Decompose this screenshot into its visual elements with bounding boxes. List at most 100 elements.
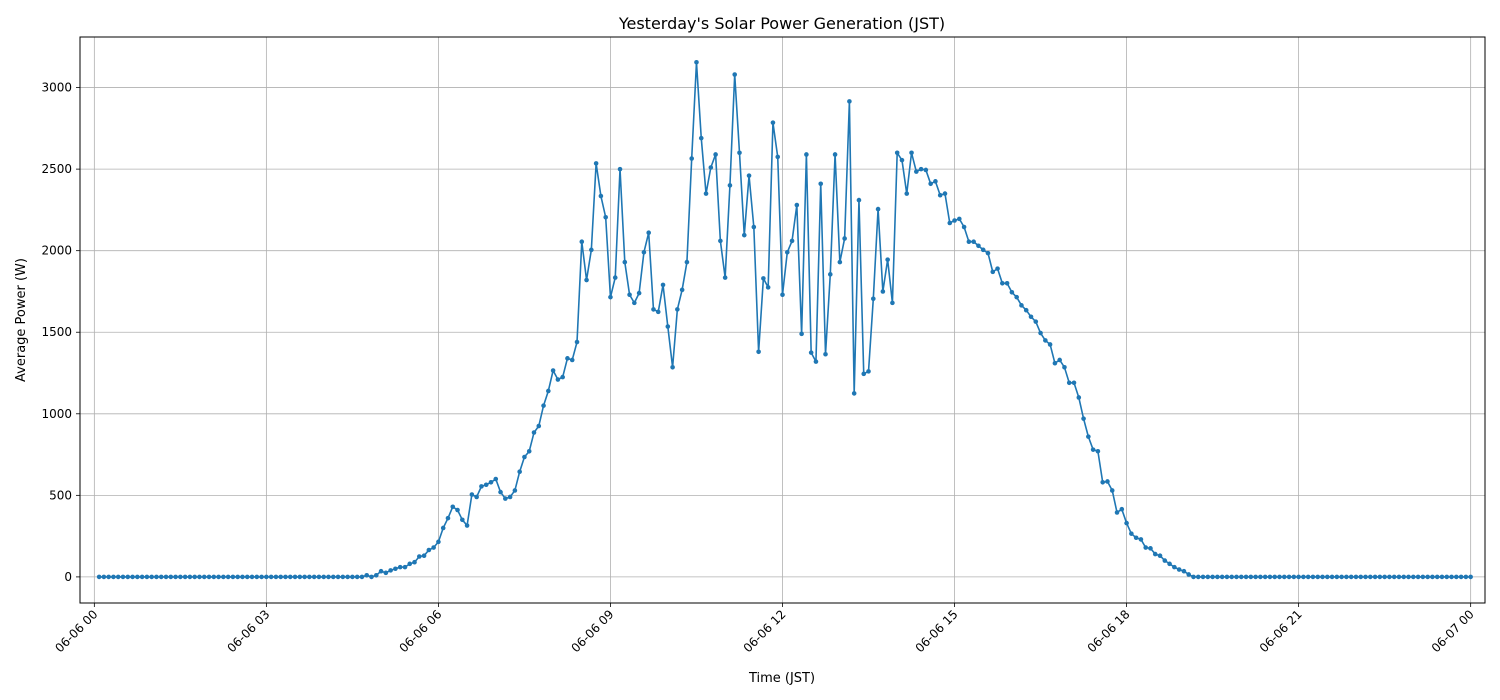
data-point: [335, 574, 341, 580]
data-point: [197, 574, 202, 580]
data-point: [904, 191, 910, 196]
data-point: [708, 165, 714, 170]
data-point: [1229, 574, 1235, 580]
data-point: [1272, 574, 1278, 580]
data-point: [651, 307, 656, 312]
data-point: [125, 574, 131, 580]
data-point: [1406, 574, 1411, 580]
data-point: [1043, 338, 1048, 343]
data-point: [1258, 574, 1263, 580]
data-point: [1071, 380, 1077, 386]
data-point: [727, 183, 733, 188]
data-point: [598, 193, 604, 199]
data-point: [96, 574, 102, 580]
data-point: [311, 574, 317, 580]
data-point: [139, 574, 145, 580]
data-point: [608, 294, 613, 300]
data-point: [297, 574, 303, 580]
data-point: [770, 120, 776, 125]
data-point: [794, 202, 800, 208]
y-tick-label: 0: [64, 570, 72, 584]
data-point: [249, 574, 255, 580]
data-point: [985, 250, 991, 256]
data-point: [1148, 546, 1153, 551]
data-point: [1014, 294, 1019, 300]
data-point: [178, 574, 183, 580]
data-point: [460, 517, 465, 523]
data-point: [1219, 574, 1225, 580]
data-point: [971, 239, 976, 245]
data-point: [1004, 281, 1010, 286]
data-point: [1411, 574, 1416, 580]
data-point: [1205, 574, 1211, 580]
data-point: [1090, 447, 1096, 452]
data-point: [407, 561, 413, 567]
data-point: [808, 350, 814, 355]
data-point: [1262, 574, 1268, 580]
data-point: [1162, 558, 1168, 563]
series-power: [96, 59, 1473, 580]
data-point: [283, 574, 288, 580]
data-point: [632, 300, 637, 306]
data-point: [1382, 574, 1387, 580]
data-point: [1195, 574, 1201, 580]
data-point: [1253, 574, 1258, 580]
data-point: [589, 247, 594, 253]
data-point: [417, 554, 422, 559]
data-point: [1191, 574, 1196, 580]
data-point: [292, 574, 298, 580]
data-point: [1401, 574, 1407, 580]
y-tick-label: 2000: [41, 244, 72, 258]
data-point: [1454, 574, 1459, 580]
data-point: [211, 574, 217, 580]
x-axis-ticks: 06-06 00 06-06 03 06-06 06 06-06 09 06-06 12…: [52, 603, 1477, 655]
data-point: [216, 574, 221, 580]
y-tick-label: 3000: [41, 81, 72, 95]
data-point: [1444, 574, 1450, 580]
data-point: [1176, 567, 1182, 572]
data-point: [856, 197, 862, 203]
data-point: [221, 574, 226, 580]
data-point: [1267, 574, 1273, 580]
data-point: [1023, 307, 1029, 313]
data-point: [369, 574, 374, 580]
data-point: [1415, 574, 1421, 580]
data-point: [1377, 574, 1383, 580]
data-point: [660, 282, 666, 288]
y-tick-label: 2500: [41, 162, 72, 176]
data-point: [1181, 568, 1187, 574]
data-point: [665, 324, 671, 329]
data-point: [287, 574, 293, 580]
data-point: [254, 574, 260, 580]
data-point: [1143, 545, 1148, 550]
data-point: [1109, 488, 1115, 493]
data-point: [579, 239, 585, 245]
data-point: [302, 574, 307, 580]
data-point: [875, 206, 881, 212]
data-point: [847, 99, 852, 104]
data-point: [560, 374, 565, 380]
data-point: [813, 359, 819, 364]
data-point: [1019, 303, 1024, 308]
data-point: [1243, 574, 1249, 580]
y-axis-label: Average Power (W): [14, 258, 29, 382]
data-point: [397, 564, 403, 570]
data-point: [1329, 574, 1335, 580]
data-point: [1062, 365, 1067, 370]
data-point: [799, 331, 804, 337]
data-point: [1449, 574, 1454, 580]
data-point: [421, 553, 427, 558]
data-point: [670, 365, 675, 370]
data-point: [1301, 574, 1306, 580]
data-point: [1028, 314, 1034, 320]
data-point: [1076, 395, 1082, 400]
data-point: [546, 388, 551, 394]
data-point: [679, 287, 685, 293]
data-point: [1033, 319, 1039, 324]
data-point: [359, 574, 365, 580]
x-tick-label: 06-06 18: [1085, 607, 1133, 655]
data-point: [383, 570, 389, 576]
x-tick-label: 06-07 00: [1429, 607, 1477, 655]
x-tick-label: 06-06 15: [913, 607, 961, 655]
